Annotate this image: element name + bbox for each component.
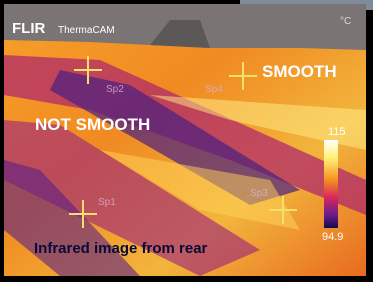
brand: FLIR [12, 20, 45, 37]
color-scale [324, 140, 338, 228]
caption: Infrared image from rear [34, 240, 208, 257]
spot-label: Sp3 [250, 188, 268, 199]
thermal-image: Sp2 Sp1 Sp3 Sp4 FLIR ThermaCAM °C 115 94… [0, 0, 373, 282]
label-smooth: SMOOTH [262, 62, 337, 81]
spot-label: Sp2 [106, 84, 124, 95]
unit: °C [340, 16, 351, 27]
model: ThermaCAM [58, 25, 115, 36]
scale-max: 115 [328, 126, 346, 138]
label-not-smooth: NOT SMOOTH [35, 115, 150, 134]
spot-label: Sp1 [98, 197, 116, 208]
spot-label: Sp4 [205, 84, 223, 95]
scale-min: 94.9 [322, 231, 343, 243]
